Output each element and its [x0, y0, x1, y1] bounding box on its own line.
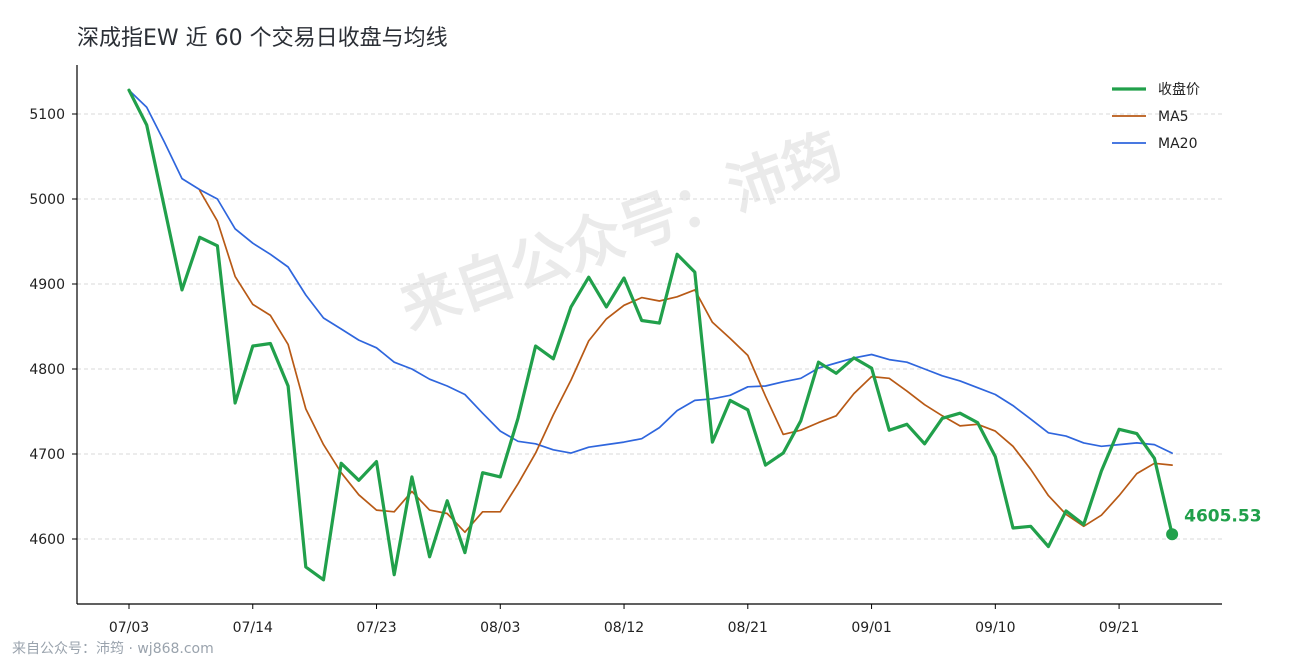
last-value-label: 4605.53 — [1184, 506, 1261, 526]
x-tick-label: 08/21 — [728, 620, 768, 636]
legend-label: 收盘价 — [1158, 81, 1200, 98]
x-tick-label: 09/01 — [851, 620, 891, 636]
close-price-line — [127, 88, 1174, 582]
y-tick-label: 4700 — [29, 447, 65, 463]
x-tick-label: 09/21 — [1099, 620, 1139, 636]
x-tick-label: 09/10 — [975, 620, 1015, 636]
x-tick-label: 08/12 — [604, 620, 644, 636]
y-tick-label: 4600 — [29, 532, 65, 548]
y-tick-label: 5000 — [29, 192, 65, 208]
x-tick-label: 07/14 — [233, 620, 273, 636]
y-tick-label: 5100 — [29, 107, 65, 123]
legend-label: MA20 — [1158, 136, 1197, 152]
legend-label: MA5 — [1158, 109, 1189, 125]
ma20-line — [128, 89, 1173, 454]
last-point-marker — [1166, 528, 1179, 541]
footer-credit: 来自公众号：沛筠 · wj868.com — [12, 640, 214, 657]
axes — [76, 65, 1222, 605]
x-tick-label: 07/23 — [356, 620, 396, 636]
legend: 收盘价 MA5 MA20 — [1112, 81, 1200, 152]
ma5-line — [198, 189, 1173, 534]
chart-title: 深成指EW 近 60 个交易日收盘与均线 — [77, 26, 448, 51]
y-tick-label: 4800 — [29, 362, 65, 378]
watermark: 来自公众号：沛筠 — [392, 121, 851, 344]
y-tick-label: 4900 — [29, 277, 65, 293]
y-axis-ticks: 4600 4700 4800 4900 5000 5100 — [29, 107, 77, 548]
x-tick-label: 07/03 — [109, 620, 149, 636]
annotations: 4605.53 — [1166, 506, 1262, 541]
x-axis-ticks: 07/03 07/14 07/23 08/03 08/12 08/21 09/01 09/10… — [109, 604, 1139, 636]
series-lines — [127, 88, 1174, 582]
x-tick-label: 08/03 — [480, 620, 520, 636]
gridlines — [77, 113, 1222, 540]
